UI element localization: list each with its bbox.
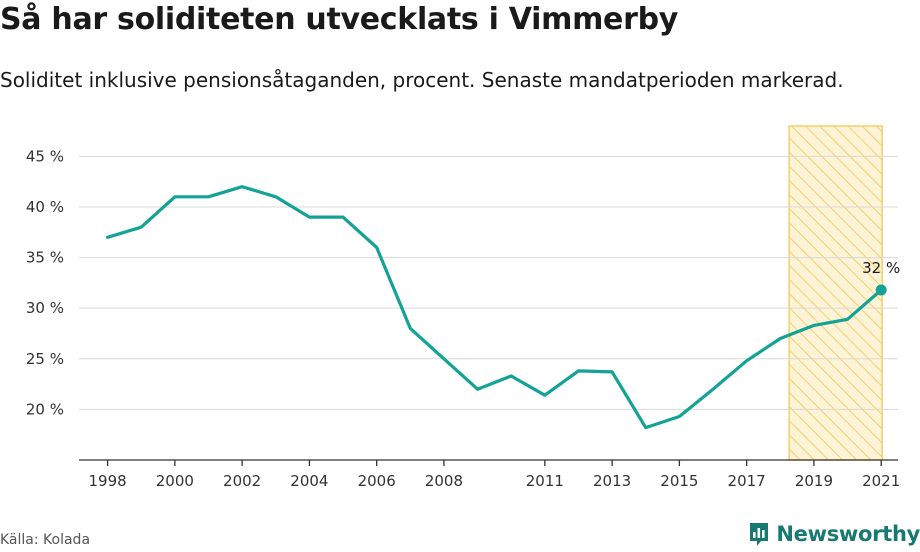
source-note: Källa: Kolada [0,532,91,548]
y-tick-label: 35 % [26,249,64,267]
x-tick-label: 2013 [593,472,631,490]
highlight-period [788,125,883,461]
y-tick-label: 40 % [26,198,64,216]
chart-subtitle: Soliditet inklusive pensionsåtaganden, p… [0,68,844,92]
brand-name: Newsworthy [776,522,920,546]
y-tick-label: 20 % [26,400,64,418]
x-tick-label: 2000 [156,472,194,490]
x-tick-label: 2006 [358,472,396,490]
x-tick-label: 2019 [795,472,833,490]
x-tick-label: 2011 [526,472,564,490]
x-tick-label: 2004 [290,472,328,490]
newsworthy-logo-icon [750,523,769,546]
data-label: 32 % [862,259,900,277]
end-point-marker [875,284,887,296]
x-tick-label: 2008 [425,472,463,490]
brand-logo: Newsworthy [748,521,920,547]
x-tick-label: 2021 [862,472,900,490]
x-tick-label: 2002 [223,472,261,490]
chart-title: Så har soliditeten utvecklats i Vimmerby [0,2,679,37]
x-tick-label: 2015 [660,472,698,490]
y-tick-label: 30 % [26,299,64,317]
y-tick-label: 25 % [26,350,64,368]
series-line [105,185,883,430]
x-tick-label: 1998 [88,472,126,490]
y-tick-label: 45 % [26,147,64,165]
x-tick-label: 2017 [728,472,766,490]
